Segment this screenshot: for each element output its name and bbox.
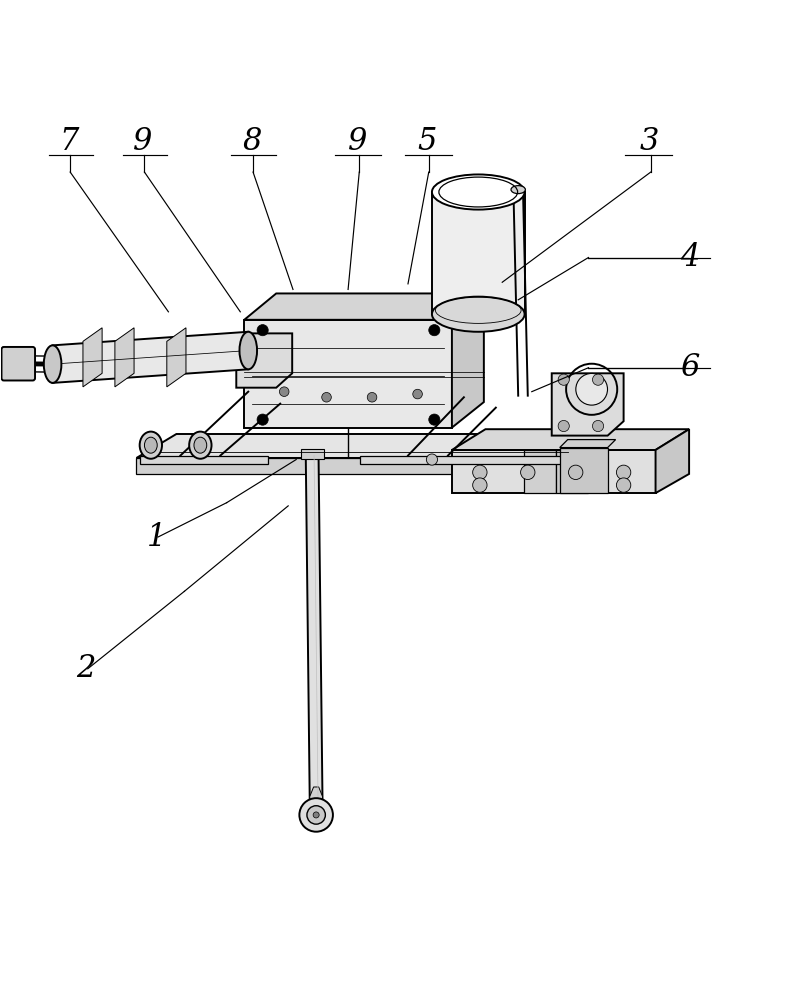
FancyBboxPatch shape <box>2 347 35 380</box>
Polygon shape <box>137 458 576 474</box>
Ellipse shape <box>432 297 525 332</box>
Polygon shape <box>556 450 588 493</box>
Polygon shape <box>560 447 608 493</box>
Circle shape <box>429 414 440 426</box>
Ellipse shape <box>189 432 211 459</box>
Polygon shape <box>655 430 689 493</box>
Ellipse shape <box>239 332 257 370</box>
Circle shape <box>558 375 570 385</box>
Ellipse shape <box>511 186 526 194</box>
Ellipse shape <box>44 345 62 383</box>
Ellipse shape <box>194 437 206 453</box>
Polygon shape <box>301 449 324 459</box>
Circle shape <box>521 465 535 480</box>
Polygon shape <box>310 787 322 802</box>
Circle shape <box>313 812 319 818</box>
Polygon shape <box>236 333 292 387</box>
Polygon shape <box>560 439 616 447</box>
Polygon shape <box>452 294 484 428</box>
Polygon shape <box>53 332 248 383</box>
Polygon shape <box>83 327 102 387</box>
Circle shape <box>257 324 268 336</box>
Ellipse shape <box>140 432 162 459</box>
Circle shape <box>299 798 333 832</box>
Text: 9: 9 <box>133 126 153 157</box>
Polygon shape <box>452 430 689 450</box>
Circle shape <box>473 478 487 492</box>
Polygon shape <box>432 192 525 315</box>
Circle shape <box>617 465 630 480</box>
Text: 9: 9 <box>348 126 367 157</box>
Text: 8: 8 <box>242 126 262 157</box>
Text: 2: 2 <box>77 654 96 684</box>
Circle shape <box>569 465 583 480</box>
Circle shape <box>257 414 268 426</box>
Circle shape <box>576 374 607 405</box>
Circle shape <box>279 387 289 396</box>
Polygon shape <box>244 319 452 428</box>
Ellipse shape <box>145 437 158 453</box>
Circle shape <box>322 392 331 402</box>
Text: 1: 1 <box>146 522 166 552</box>
Circle shape <box>426 454 438 465</box>
Text: 4: 4 <box>680 242 699 273</box>
Polygon shape <box>244 294 484 319</box>
Polygon shape <box>552 374 624 435</box>
Circle shape <box>593 421 604 432</box>
Text: 3: 3 <box>639 126 659 157</box>
Polygon shape <box>141 455 268 464</box>
Text: 7: 7 <box>59 126 78 157</box>
Ellipse shape <box>432 174 525 209</box>
Polygon shape <box>137 434 616 458</box>
Polygon shape <box>306 455 322 803</box>
Text: 6: 6 <box>680 352 699 383</box>
Circle shape <box>367 392 377 402</box>
Polygon shape <box>115 327 134 387</box>
Polygon shape <box>360 455 576 464</box>
Polygon shape <box>167 327 186 387</box>
Text: 5: 5 <box>418 126 437 157</box>
Circle shape <box>413 389 422 399</box>
Circle shape <box>473 465 487 480</box>
Circle shape <box>558 421 570 432</box>
Circle shape <box>593 375 604 385</box>
Circle shape <box>307 806 326 824</box>
Polygon shape <box>524 450 556 493</box>
Circle shape <box>429 324 440 336</box>
Circle shape <box>617 478 630 492</box>
Polygon shape <box>452 450 655 493</box>
